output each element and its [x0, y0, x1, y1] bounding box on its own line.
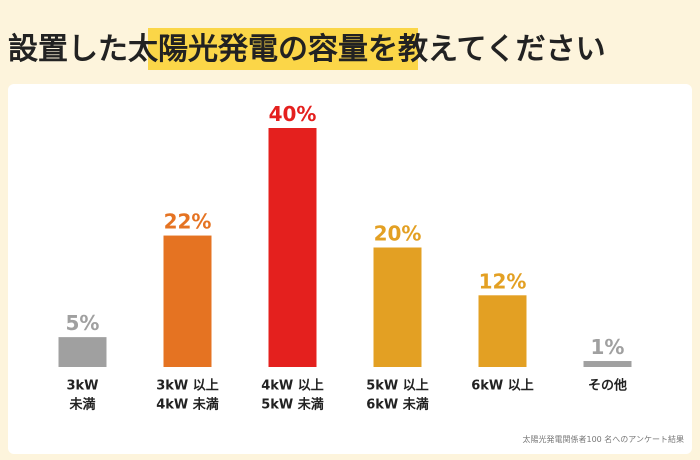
card — [8, 84, 692, 454]
x-tick-label: 5kW 未満 — [261, 397, 324, 413]
note: 太陽光発電関係者100 名へのアンケート結果 — [523, 434, 685, 444]
value-label: 20% — [374, 222, 422, 246]
value-label: 1% — [591, 335, 625, 359]
x-tick-label: 4kW 以上 — [261, 379, 324, 394]
x-tick-label: 5kW 以上 — [366, 379, 429, 394]
title-part: 設置した — [8, 32, 128, 67]
bar — [268, 128, 317, 367]
x-tick-label: 未満 — [68, 397, 95, 413]
title-highlight — [148, 28, 418, 70]
title-part: を教えてください — [368, 32, 606, 67]
x-tick-label: 6kW 未満 — [366, 397, 429, 413]
bar — [478, 295, 527, 367]
title-part: 太陽光発電の容量 — [128, 32, 368, 67]
x-tick-label: 3kW — [66, 379, 98, 394]
x-tick-label: 4kW 未満 — [156, 397, 219, 413]
value-label: 22% — [164, 210, 212, 234]
chart-title: 設置した太陽光発電の容量を教えてください — [8, 32, 606, 67]
value-label: 40% — [269, 102, 317, 126]
value-label: 12% — [479, 269, 527, 293]
x-tick-label: 3kW 以上 — [156, 379, 219, 394]
bar — [58, 337, 107, 367]
x-tick-label: 6kW 以上 — [471, 379, 534, 394]
bar — [583, 361, 632, 367]
bar — [373, 247, 422, 367]
bar — [163, 235, 212, 367]
value-label: 5% — [66, 311, 100, 335]
x-tick-label: その他 — [588, 378, 627, 394]
